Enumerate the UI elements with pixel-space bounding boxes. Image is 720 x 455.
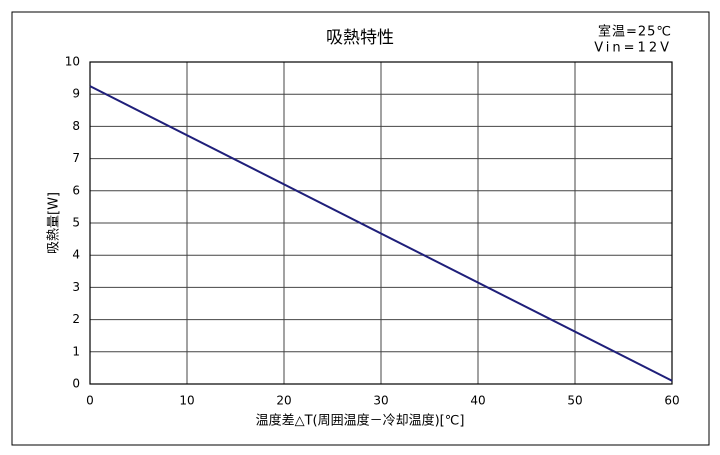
chart-title: 吸熱特性	[326, 28, 394, 48]
annotation: 室温=25℃	[598, 24, 672, 40]
frame	[11, 11, 710, 446]
y-tick-label: 0	[72, 377, 80, 391]
x-tick-label: 0	[86, 394, 94, 408]
y-axis-label: 吸熱量[W]	[47, 192, 62, 254]
x-tick-label: 50	[567, 394, 582, 408]
y-tick-label: 2	[72, 312, 80, 326]
x-tick-label: 60	[664, 394, 679, 408]
annotation: Vin=12V	[594, 41, 672, 56]
y-tick-label: 9	[72, 87, 80, 101]
y-tick-label: 4	[72, 248, 80, 262]
y-tick-label: 1	[72, 344, 80, 358]
x-tick-label: 30	[373, 394, 388, 408]
plot-border	[89, 61, 673, 385]
x-axis-label: 温度差△T(周囲温度－冷却温度)[℃]	[256, 413, 465, 429]
y-tick-label: 3	[72, 280, 80, 294]
y-tick-label: 6	[72, 183, 80, 197]
y-tick-label: 8	[72, 119, 80, 133]
y-tick-label: 5	[72, 216, 80, 230]
x-tick-label: 10	[179, 394, 194, 408]
x-tick-label: 40	[470, 394, 485, 408]
y-tick-label: 10	[65, 55, 80, 69]
x-tick-label: 20	[276, 394, 291, 408]
y-tick-label: 7	[72, 151, 80, 165]
data-line	[89, 85, 673, 382]
